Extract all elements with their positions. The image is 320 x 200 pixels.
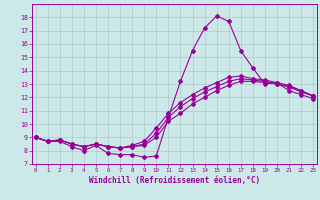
X-axis label: Windchill (Refroidissement éolien,°C): Windchill (Refroidissement éolien,°C): [89, 176, 260, 185]
